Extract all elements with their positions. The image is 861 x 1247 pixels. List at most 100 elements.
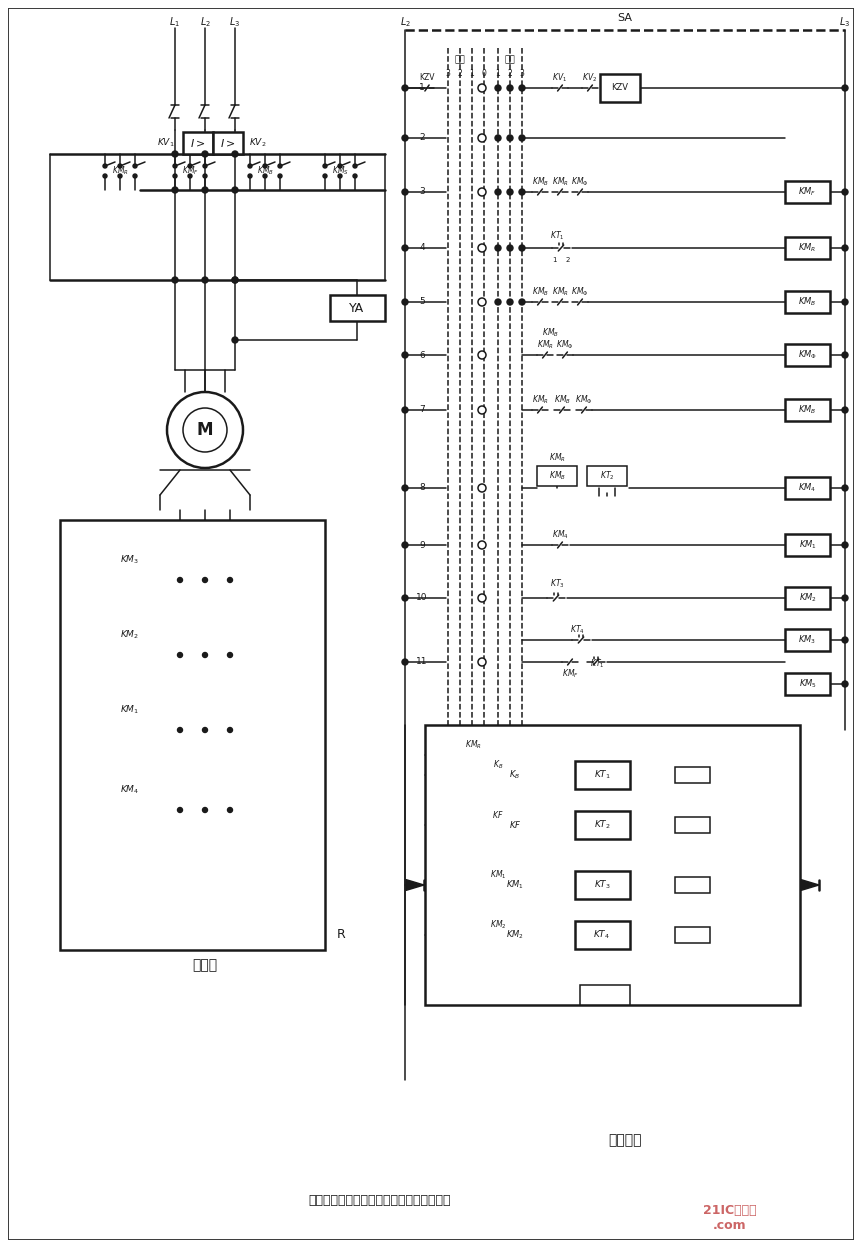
Circle shape	[248, 165, 252, 168]
Circle shape	[402, 658, 408, 665]
Text: $KM_F$: $KM_F$	[561, 667, 579, 681]
Circle shape	[263, 175, 267, 178]
Text: $I>$: $I>$	[220, 137, 236, 148]
Circle shape	[338, 175, 342, 178]
Polygon shape	[801, 879, 819, 890]
Circle shape	[478, 298, 486, 306]
Text: $KM_2$: $KM_2$	[798, 592, 816, 605]
Text: 6: 6	[419, 350, 424, 359]
Bar	[575, 922, 630, 949]
Circle shape	[478, 244, 486, 252]
Circle shape	[478, 658, 486, 666]
Bar	[675, 927, 710, 943]
Circle shape	[495, 85, 501, 91]
Bar	[425, 725, 800, 1005]
Circle shape	[402, 407, 408, 413]
Text: 4: 4	[419, 243, 424, 252]
Text: $KV_2$: $KV_2$	[582, 72, 598, 85]
Circle shape	[203, 165, 207, 168]
Circle shape	[323, 175, 327, 178]
Circle shape	[232, 187, 238, 193]
Circle shape	[202, 652, 208, 657]
Text: $KM_S$: $KM_S$	[331, 165, 349, 177]
Polygon shape	[406, 879, 424, 890]
Text: $L_3$: $L_3$	[229, 15, 240, 29]
Bar	[785, 628, 830, 651]
Text: $KM_2$: $KM_2$	[121, 628, 139, 641]
Bar	[785, 237, 830, 259]
Circle shape	[478, 594, 486, 602]
Circle shape	[353, 175, 357, 178]
Text: 3: 3	[519, 69, 524, 77]
Circle shape	[519, 299, 525, 306]
Text: $KM_4$: $KM_4$	[552, 529, 568, 541]
Bar	[675, 767, 710, 783]
Text: 2: 2	[566, 257, 570, 263]
Text: 3: 3	[419, 187, 424, 197]
Text: 3: 3	[445, 69, 450, 77]
Text: $KM_R$: $KM_R$	[552, 176, 568, 188]
Text: 上升: 上升	[505, 56, 516, 65]
Text: $KM_3$: $KM_3$	[121, 554, 139, 566]
Text: $KV_1$: $KV_1$	[158, 137, 175, 150]
Circle shape	[495, 244, 501, 251]
Text: R: R	[337, 929, 346, 941]
Text: $KT_2$: $KT_2$	[600, 470, 614, 483]
Text: $KM_B$: $KM_B$	[548, 470, 566, 483]
Text: $KM_B$: $KM_B$	[531, 286, 548, 298]
Text: $KM_1$: $KM_1$	[506, 879, 524, 892]
Circle shape	[842, 352, 848, 358]
Text: $KM_B$: $KM_B$	[798, 404, 817, 416]
Text: $KM_R$: $KM_R$	[798, 242, 816, 254]
Text: 5: 5	[419, 298, 424, 307]
Circle shape	[507, 299, 513, 306]
Circle shape	[519, 85, 525, 91]
Text: $L_1$: $L_1$	[170, 15, 181, 29]
Circle shape	[177, 727, 183, 732]
Bar	[537, 466, 577, 486]
Text: $KT_3$: $KT_3$	[549, 577, 564, 590]
Bar	[785, 399, 830, 421]
Text: $KM_B$: $KM_B$	[531, 176, 548, 188]
Text: 7: 7	[419, 405, 424, 414]
Circle shape	[202, 727, 208, 732]
Text: $KM_B$: $KM_B$	[554, 394, 571, 407]
Circle shape	[478, 541, 486, 549]
Circle shape	[118, 165, 122, 168]
Text: 2: 2	[458, 69, 462, 77]
Circle shape	[402, 135, 408, 141]
Circle shape	[232, 151, 238, 157]
Text: 桥式起重机起升机构磁力控制屏电控制电路: 桥式起重机起升机构磁力控制屏电控制电路	[309, 1193, 451, 1207]
Text: $KM_1$: $KM_1$	[799, 539, 816, 551]
Circle shape	[202, 187, 208, 193]
Circle shape	[842, 485, 848, 491]
Circle shape	[227, 577, 232, 582]
Circle shape	[495, 190, 501, 195]
Text: M: M	[197, 421, 214, 439]
Text: $KF$: $KF$	[492, 809, 504, 821]
Text: 1: 1	[552, 257, 556, 263]
Text: 8: 8	[419, 484, 424, 493]
Text: $KT_2$: $KT_2$	[593, 819, 610, 832]
Circle shape	[232, 337, 238, 343]
Circle shape	[202, 808, 208, 813]
Circle shape	[402, 299, 408, 306]
Bar	[785, 291, 830, 313]
Text: $KM_\Phi$: $KM_\Phi$	[575, 394, 592, 407]
Text: KZV: KZV	[611, 84, 629, 92]
Circle shape	[842, 85, 848, 91]
Circle shape	[402, 85, 408, 91]
Circle shape	[842, 637, 848, 643]
Text: $KV_2$: $KV_2$	[249, 137, 266, 150]
Text: $KT_3$: $KT_3$	[593, 879, 610, 892]
Circle shape	[323, 165, 327, 168]
Text: $KM_\Phi$: $KM_\Phi$	[798, 349, 817, 362]
Circle shape	[202, 577, 208, 582]
Bar	[785, 181, 830, 203]
Circle shape	[402, 542, 408, 547]
Circle shape	[842, 595, 848, 601]
Circle shape	[232, 277, 238, 283]
Circle shape	[103, 175, 107, 178]
Text: $KM_2$: $KM_2$	[506, 929, 524, 941]
Text: 11: 11	[416, 657, 428, 666]
